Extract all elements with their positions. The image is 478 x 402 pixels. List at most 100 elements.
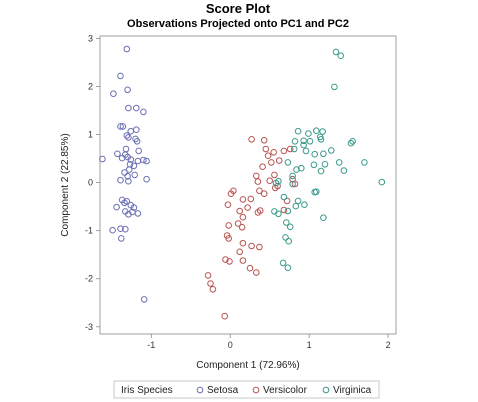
- point-setosa: [114, 150, 121, 158]
- point-setosa: [130, 162, 138, 170]
- point-setosa: [124, 173, 131, 180]
- point-setosa: [133, 126, 140, 133]
- y-tick-label: 2: [88, 81, 93, 91]
- point-versicolor: [262, 145, 270, 153]
- point-virginica: [275, 177, 282, 185]
- point-virginica: [284, 159, 292, 166]
- point-versicolor: [291, 180, 299, 188]
- point-versicolor: [247, 195, 255, 203]
- point-versicolor: [225, 222, 232, 229]
- point-virginica: [313, 127, 320, 134]
- point-virginica: [331, 83, 338, 91]
- point-versicolor: [224, 201, 232, 208]
- point-setosa: [109, 226, 116, 234]
- point-virginica: [293, 166, 300, 173]
- y-tick-label: -1: [85, 226, 93, 236]
- point-virginica: [284, 264, 292, 272]
- point-setosa: [125, 177, 132, 185]
- point-virginica: [284, 207, 292, 215]
- point-virginica: [300, 137, 307, 145]
- point-versicolor: [226, 258, 233, 265]
- point-virginica: [337, 52, 345, 60]
- legend-marker-virginica: [322, 386, 330, 394]
- point-versicolor: [270, 149, 278, 156]
- point-virginica: [286, 223, 294, 231]
- point-versicolor: [238, 224, 246, 231]
- point-virginica: [340, 167, 348, 174]
- legend-marker-versicolor: [252, 386, 260, 394]
- point-virginica: [300, 141, 307, 149]
- point-virginica: [294, 127, 302, 135]
- point-virginica: [321, 161, 329, 168]
- point-versicolor: [246, 264, 254, 272]
- plot-area: [99, 35, 397, 335]
- point-virginica: [275, 210, 282, 218]
- point-setosa: [117, 72, 124, 80]
- point-versicolor: [254, 209, 262, 216]
- point-versicolor: [225, 235, 232, 242]
- point-versicolor: [239, 239, 247, 247]
- point-setosa: [118, 235, 125, 242]
- legend-label-setosa: Setosa: [207, 385, 239, 396]
- point-setosa: [125, 104, 132, 112]
- point-versicolor: [239, 213, 247, 221]
- point-virginica: [294, 197, 302, 205]
- point-setosa: [123, 45, 131, 53]
- point-setosa: [117, 123, 124, 130]
- point-setosa: [140, 296, 148, 303]
- point-versicolor: [266, 177, 274, 184]
- point-versicolor: [271, 171, 278, 179]
- point-setosa: [125, 134, 132, 141]
- point-setosa: [127, 156, 135, 163]
- point-virginica: [335, 159, 343, 166]
- x-tick-label: 0: [228, 340, 233, 350]
- point-versicolor: [286, 145, 294, 153]
- point-versicolor: [207, 280, 214, 287]
- point-virginica: [306, 138, 314, 145]
- point-versicolor: [254, 178, 262, 185]
- point-versicolor: [275, 157, 283, 164]
- point-virginica: [289, 172, 296, 180]
- x-tick-label: 1: [307, 340, 312, 350]
- legend-box: [113, 380, 380, 399]
- point-virginica: [292, 202, 300, 210]
- point-virginica: [349, 138, 356, 145]
- point-virginica: [347, 139, 355, 147]
- point-versicolor: [204, 272, 212, 279]
- point-virginica: [283, 219, 290, 226]
- point-setosa: [131, 171, 138, 179]
- chart-subtitle: Observations Projected onto PC1 and PC2: [127, 18, 349, 30]
- point-versicolor: [259, 163, 266, 170]
- point-virginica: [310, 161, 318, 169]
- point-setosa: [119, 123, 127, 130]
- legend-label-versicolor: Versicolor: [263, 385, 308, 396]
- y-tick-label: 1: [88, 130, 93, 140]
- point-versicolor: [252, 172, 260, 180]
- point-setosa: [134, 157, 142, 165]
- y-axis: -3 -2 -1 0 1 2 3: [85, 33, 100, 332]
- point-versicolor: [234, 220, 242, 227]
- point-versicolor: [244, 204, 251, 211]
- point-versicolor: [248, 136, 255, 143]
- point-virginica: [291, 138, 299, 145]
- point-versicolor: [248, 242, 255, 250]
- point-setosa: [129, 208, 136, 216]
- point-versicolor: [209, 286, 217, 293]
- point-setosa: [130, 204, 138, 211]
- point-versicolor: [264, 152, 272, 159]
- point-setosa: [110, 90, 117, 97]
- y-tick-label: 0: [88, 178, 93, 188]
- point-virginica: [317, 167, 325, 175]
- point-versicolor: [222, 256, 229, 263]
- x-axis-label: Component 1 (72.96%): [196, 360, 299, 371]
- point-virginica: [289, 180, 296, 188]
- chart-title: Score Plot: [206, 1, 271, 16]
- point-virginica: [290, 145, 298, 153]
- legend: Iris Species Setosa Versicolor Virginica: [113, 380, 380, 399]
- point-virginica: [319, 128, 326, 135]
- point-virginica: [328, 147, 335, 154]
- x-axis: -1 0 1 2: [147, 334, 391, 350]
- y-tick-label: -3: [85, 322, 93, 332]
- point-virginica: [301, 201, 308, 208]
